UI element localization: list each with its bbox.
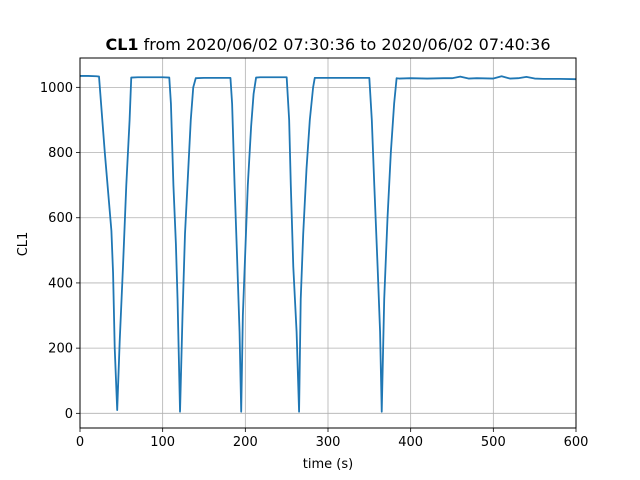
- x-tick-label-0: 0: [76, 435, 84, 450]
- series-line-0: [80, 75, 577, 413]
- x-tick-label-5: 500: [481, 435, 506, 450]
- x-tick-label-3: 300: [316, 435, 341, 450]
- x-axis-label: time (s): [303, 457, 353, 472]
- y-tick-label-0: 0: [65, 407, 73, 422]
- y-tick-label-1: 200: [48, 342, 73, 357]
- data-series: [80, 75, 577, 413]
- x-tick-label-6: 600: [564, 435, 589, 450]
- chart-title: CL1 from 2020/06/02 07:30:36 to 2020/06/…: [105, 35, 550, 54]
- x-tick-label-4: 400: [398, 435, 423, 450]
- y-tick-label-2: 400: [48, 276, 73, 291]
- chart-title-rest: from 2020/06/02 07:30:36 to 2020/06/02 0…: [139, 35, 551, 54]
- grid-lines: [79, 58, 577, 428]
- y-tick-label-4: 800: [48, 146, 73, 161]
- y-tick-label-3: 600: [48, 211, 73, 226]
- y-tick-label-5: 1000: [40, 81, 73, 96]
- axis-ticks: 0 100 200 300 400 500 600 0 200 400 600 800 1000: [40, 81, 589, 450]
- chart-title-bold: CL1: [105, 35, 138, 54]
- x-tick-label-1: 100: [150, 435, 175, 450]
- y-axis-label: CL1: [16, 232, 31, 257]
- x-tick-label-2: 200: [233, 435, 258, 450]
